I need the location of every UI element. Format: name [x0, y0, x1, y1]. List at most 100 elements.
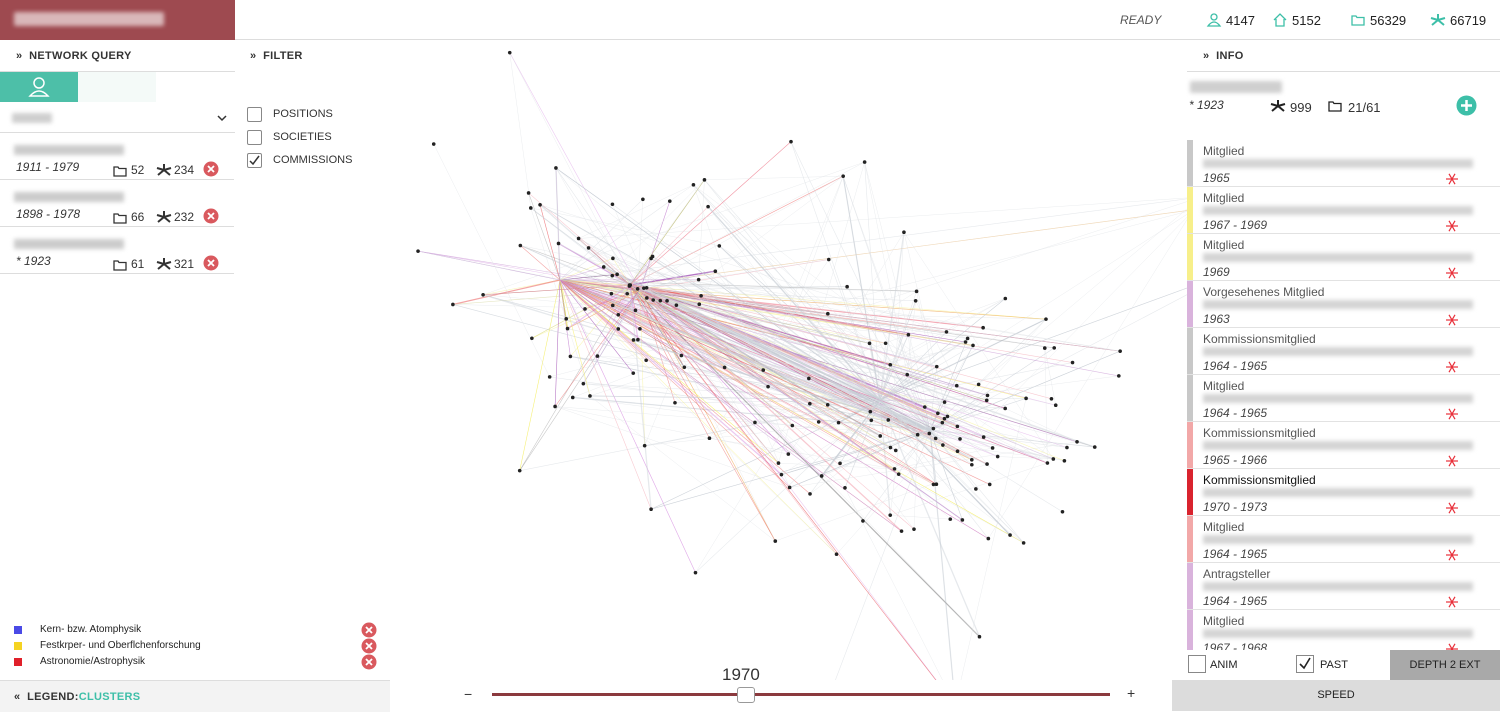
links-icon — [1270, 98, 1286, 114]
node — [1022, 541, 1026, 545]
depth-button[interactable]: DEPTH 2 EXT — [1390, 650, 1500, 680]
node — [884, 341, 888, 345]
node — [588, 394, 592, 398]
node — [893, 467, 897, 471]
entry-role: Mitglied — [1203, 144, 1244, 158]
folder-icon — [112, 257, 128, 273]
node — [905, 373, 909, 377]
folder-icon — [112, 210, 128, 226]
remove-icon[interactable] — [203, 255, 219, 271]
query-links: 321 — [174, 257, 194, 271]
node — [694, 571, 698, 575]
remove-icon[interactable] — [361, 654, 377, 670]
checkbox[interactable] — [1296, 655, 1314, 673]
star-icon — [1444, 453, 1460, 469]
entry-role: Vorgesehenes Mitglied — [1203, 285, 1324, 299]
node — [699, 294, 703, 298]
speed-button[interactable]: SPEED — [1172, 680, 1500, 711]
icon-part — [164, 262, 171, 264]
entry-color — [1187, 469, 1193, 516]
entry-color — [1187, 140, 1193, 187]
remove-icon[interactable] — [203, 208, 219, 224]
node — [941, 443, 945, 447]
blurred-text — [1203, 206, 1473, 215]
tab-other[interactable] — [78, 72, 156, 102]
icon-part — [157, 215, 164, 217]
node — [817, 420, 821, 424]
query-header: » NETWORK QUERY — [16, 50, 132, 62]
node — [826, 312, 830, 316]
edge — [589, 248, 891, 448]
checkbox[interactable] — [247, 107, 262, 122]
divider — [1187, 71, 1500, 72]
checkbox[interactable] — [247, 153, 262, 168]
entry-color — [1187, 563, 1193, 610]
node — [723, 366, 727, 370]
status: READY — [1120, 13, 1161, 27]
node — [988, 483, 992, 487]
query-docs: 52 — [131, 163, 144, 177]
node — [943, 417, 947, 421]
blurred-name — [14, 145, 124, 155]
icon-part — [114, 167, 126, 176]
timeline-minus[interactable]: − — [464, 686, 472, 702]
star-icon — [1444, 171, 1460, 187]
blurred-text — [1203, 300, 1473, 309]
dropdown[interactable] — [0, 104, 235, 133]
filter-label: COMMISSIONS — [273, 154, 352, 166]
node — [1061, 510, 1065, 514]
remove-icon[interactable] — [361, 622, 377, 638]
node — [692, 183, 696, 187]
entry-color — [1187, 422, 1193, 469]
timeline-knob[interactable] — [737, 687, 755, 703]
info-entry[interactable]: Vorgesehenes Mitglied 1963 — [1187, 281, 1500, 328]
node — [634, 309, 638, 313]
node — [628, 283, 632, 287]
count: 5152 — [1292, 13, 1321, 28]
node — [658, 299, 662, 303]
checkbox[interactable] — [1188, 655, 1206, 673]
node — [529, 206, 533, 210]
edge — [704, 176, 843, 180]
timeline-plus[interactable]: + — [1127, 685, 1135, 701]
node — [791, 424, 795, 428]
node — [996, 455, 1000, 459]
edge — [510, 53, 531, 208]
node — [1050, 397, 1054, 401]
node — [673, 401, 677, 405]
entry-dates: 1963 — [1203, 312, 1230, 326]
add-button[interactable] — [1456, 95, 1477, 116]
icon-part — [1438, 18, 1445, 20]
node — [889, 446, 893, 450]
blurred-text — [1203, 159, 1473, 168]
node — [451, 303, 455, 307]
tab-person[interactable] — [0, 72, 78, 102]
edge — [418, 251, 667, 301]
node — [961, 518, 965, 522]
edge — [556, 168, 560, 280]
node — [835, 552, 839, 556]
icon-part — [1329, 102, 1341, 111]
node — [538, 203, 542, 207]
icon-part — [157, 168, 164, 170]
node — [1008, 533, 1012, 537]
query-title: NETWORK QUERY — [29, 50, 132, 62]
checkbox[interactable] — [247, 130, 262, 145]
remove-icon[interactable] — [361, 638, 377, 654]
blurred-text — [1203, 535, 1473, 544]
node — [948, 517, 952, 521]
legend-bar[interactable]: « LEGEND:CLUSTERS — [0, 680, 390, 712]
remove-icon[interactable] — [203, 161, 219, 177]
edge — [638, 199, 643, 289]
node — [936, 411, 940, 415]
timeline-track — [492, 693, 1110, 696]
